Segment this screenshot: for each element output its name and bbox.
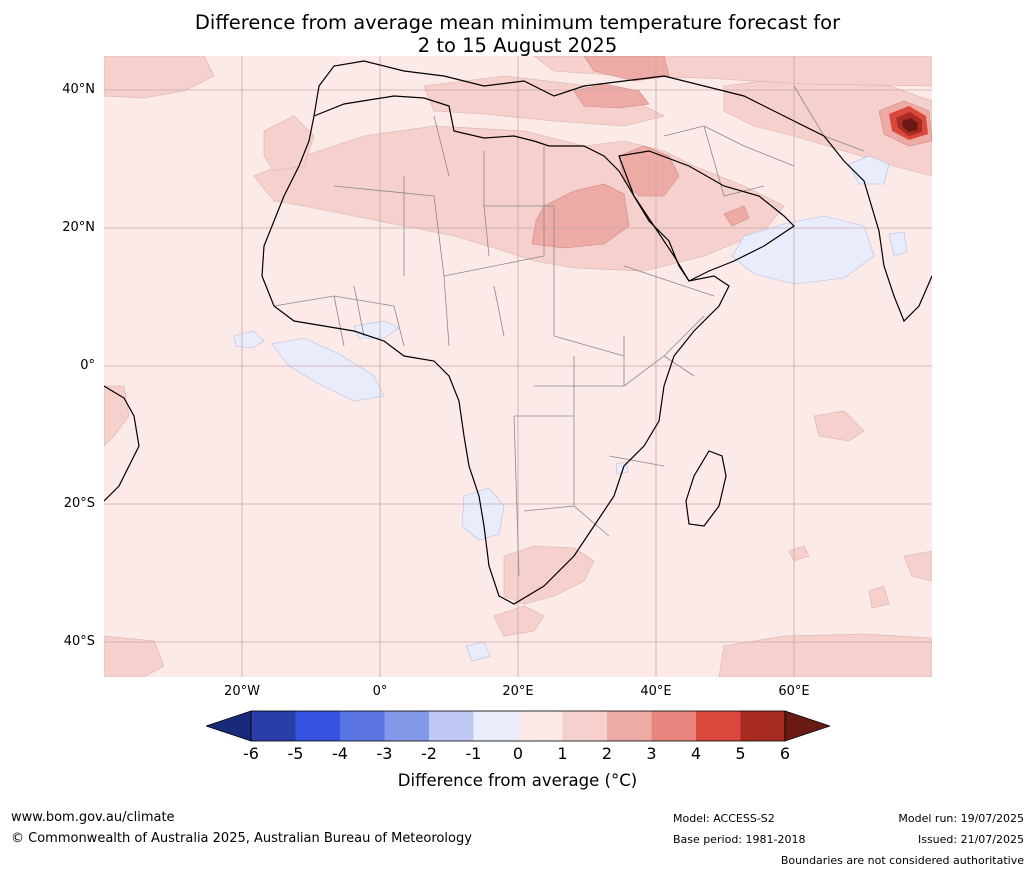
europe-asia-coastline (313, 60, 932, 323)
south-atlantic-patch (493, 605, 545, 637)
colorbar-segment (429, 711, 474, 741)
colorbar-segment (473, 711, 518, 741)
colorbar-segment (562, 711, 607, 741)
chart-title-line1: Difference from average mean minimum tem… (194, 11, 841, 34)
colorbar-segment (384, 711, 429, 741)
madagascar-coastline (685, 450, 727, 527)
lat-label-40s: 40°S (63, 634, 95, 649)
colorbar-tick-label: 5 (735, 744, 746, 763)
sw-indian-patch (813, 410, 865, 442)
atlantic-nw (104, 56, 215, 99)
southern-ocean-west (104, 635, 165, 677)
bay-of-bengal (888, 231, 908, 257)
lon-label-60e: 60°E (778, 684, 810, 699)
africa-coastline (261, 95, 730, 605)
arabian-sea (731, 215, 875, 285)
colorbar-tick-label: 4 (690, 744, 702, 763)
guinea-west (233, 330, 265, 349)
indian-small-3 (868, 585, 890, 609)
central-sahara (531, 183, 630, 249)
colorbar-label: Difference from average (°C) (397, 771, 638, 790)
colorbar-segment (518, 711, 563, 741)
border-lines (273, 85, 865, 577)
west-africa-coast (353, 320, 400, 339)
colorbar-tick-label: 6 (779, 744, 791, 763)
colorbar-tick-label: -2 (421, 744, 437, 763)
india-north (848, 155, 890, 185)
gulf-of-guinea (271, 337, 385, 402)
colorbar-segment (340, 711, 385, 741)
forecast-map (104, 56, 932, 677)
colorbar-segment (251, 711, 296, 741)
indian-small-2 (903, 550, 932, 582)
footer-model: Model: ACCESS-S2 (673, 812, 775, 825)
arabia-coastline (618, 150, 795, 282)
colorbar-tick-label: 3 (646, 744, 657, 763)
colorbar-segment (295, 711, 340, 741)
colorbar-tick-label: -3 (376, 744, 393, 763)
lat-label-20n: 20°N (62, 220, 95, 235)
colorbar-segment (696, 711, 741, 741)
himalaya-hotspot-6 (902, 118, 918, 132)
lon-label-20w: 20°W (224, 684, 260, 699)
footer-base-period: Base period: 1981-2018 (673, 833, 806, 846)
atlantic-mid (263, 115, 315, 172)
footer-website[interactable]: www.bom.gov.au/climate (11, 810, 175, 825)
lon-label-0: 0° (372, 684, 388, 699)
southern-africa (503, 545, 595, 605)
colorbar-tick-label: -5 (287, 744, 304, 763)
lat-label-40n: 40°N (62, 82, 95, 97)
colorbar-tick-label: -1 (465, 744, 482, 763)
colorbar-tick-label: -6 (243, 744, 259, 763)
lat-label-20s: 20°S (63, 496, 95, 511)
lat-label-0: 0° (80, 358, 95, 373)
south-atlantic-small (465, 641, 491, 662)
colorbar-tick-label: 0 (512, 744, 524, 763)
footer-issued: Issued: 21/07/2025 (917, 833, 1024, 846)
colorbar-extend-high (784, 710, 830, 742)
colorbar-segment (740, 711, 785, 741)
colorbar-tick-label: 1 (557, 744, 568, 763)
map-canvas (104, 56, 932, 677)
footer-disclaimer: Boundaries are not considered authoritat… (780, 854, 1024, 867)
black-sea-north (583, 56, 670, 82)
colorbar-segment (651, 711, 696, 741)
colorbar-tick-label: -4 (332, 744, 348, 763)
lon-label-40e: 40°E (640, 684, 672, 699)
north-africa-coast (423, 75, 665, 127)
footer-model-run: Model run: 19/07/2025 (898, 812, 1024, 825)
colorbar-outline (250, 710, 786, 742)
colorbar-tick-label: 2 (601, 744, 613, 763)
lon-label-20e: 20°E (502, 684, 534, 699)
colorbar-segment (607, 711, 652, 741)
namibia-coast (461, 487, 505, 541)
colorbar-extend-low (206, 710, 252, 742)
colorbar (206, 710, 830, 742)
sw-atlantic-patch (104, 385, 130, 447)
south-america-coastline (104, 385, 140, 502)
chart-title-line2: 2 to 15 August 2025 (417, 34, 618, 57)
footer-copyright: © Commonwealth of Australia 2025, Austra… (11, 831, 472, 846)
southern-ocean-east (718, 633, 932, 677)
gulf-patch (723, 205, 750, 227)
